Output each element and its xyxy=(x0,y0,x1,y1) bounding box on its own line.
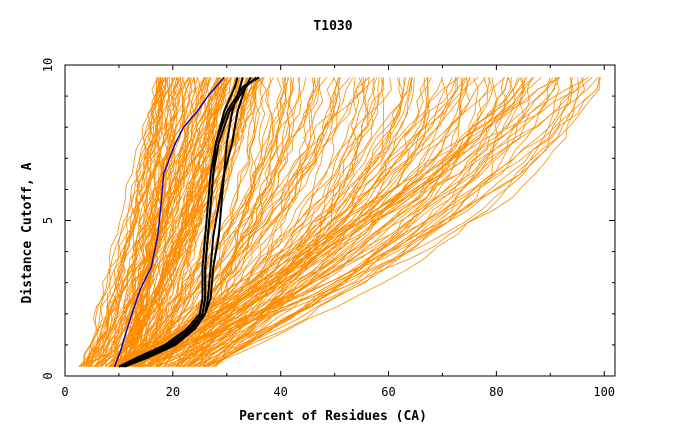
model-curve xyxy=(203,77,508,368)
model-curve xyxy=(128,77,319,367)
x-tick-label: 0 xyxy=(61,385,68,399)
model-curve xyxy=(100,77,161,367)
model-curve xyxy=(116,77,219,368)
y-tick-label: 10 xyxy=(41,58,55,72)
model-curve xyxy=(93,77,232,368)
model-curve xyxy=(87,77,225,367)
model-curves xyxy=(78,77,602,368)
model-curve xyxy=(107,77,590,368)
model-curve xyxy=(108,77,586,368)
model-curve xyxy=(176,77,295,367)
blue-curve-line xyxy=(113,76,225,367)
blue-curve xyxy=(113,76,225,367)
model-curve xyxy=(128,77,354,367)
x-tick-label: 80 xyxy=(489,385,503,399)
model-curve xyxy=(130,77,225,367)
model-curve xyxy=(83,77,164,367)
x-axis-label: Percent of Residues (CA) xyxy=(239,409,427,424)
model-curve xyxy=(117,77,282,367)
model-curve xyxy=(180,77,466,367)
model-curve xyxy=(113,77,260,367)
model-curve xyxy=(85,77,232,367)
model-curve xyxy=(166,77,556,368)
model-curve xyxy=(118,77,164,367)
model-curve xyxy=(127,77,290,368)
y-tick-label: 0 xyxy=(41,372,55,379)
model-curve xyxy=(186,77,498,368)
model-curve xyxy=(157,77,491,368)
model-curve xyxy=(120,77,528,368)
model-curve xyxy=(122,77,560,368)
x-tick-label: 40 xyxy=(273,385,287,399)
model-curve xyxy=(111,77,573,368)
model-curve xyxy=(83,77,167,367)
chart-title: T1030 xyxy=(313,19,352,34)
model-curve xyxy=(148,77,378,368)
model-curve xyxy=(85,77,237,367)
model-curve xyxy=(157,77,535,368)
model-curve xyxy=(118,77,573,368)
model-curve xyxy=(215,77,458,367)
model-curve xyxy=(135,77,487,368)
model-curve xyxy=(117,77,191,367)
model-curve xyxy=(134,77,554,368)
model-curve xyxy=(109,77,229,368)
model-curve xyxy=(147,77,367,367)
model-curve xyxy=(90,77,169,367)
model-curve xyxy=(91,77,253,368)
y-axis-ticks: 0 5 10 xyxy=(41,58,615,380)
model-curve xyxy=(144,77,470,368)
x-tick-label: 20 xyxy=(166,385,180,399)
model-curve xyxy=(158,77,307,367)
model-curve xyxy=(95,77,202,367)
model-curve xyxy=(108,77,524,368)
model-curve xyxy=(127,77,600,368)
model-curve xyxy=(183,77,412,367)
model-curve xyxy=(123,77,375,367)
y-axis-label: Distance Cutoff, A xyxy=(20,162,35,303)
highlighted-curves xyxy=(118,76,260,368)
model-curve xyxy=(120,77,561,368)
model-curve xyxy=(140,77,317,367)
model-curve xyxy=(150,77,257,367)
model-curve xyxy=(118,77,286,367)
model-curve xyxy=(129,77,169,367)
model-curve xyxy=(122,77,602,368)
highlight-curve xyxy=(123,76,252,368)
model-curve xyxy=(115,77,370,367)
model-curve xyxy=(125,77,190,367)
model-curve xyxy=(124,77,406,368)
model-curve xyxy=(159,77,264,367)
x-axis-ticks: 0 20 40 60 80 100 xyxy=(61,65,615,399)
model-curve xyxy=(186,77,542,368)
highlight-curve xyxy=(118,77,239,368)
model-curve xyxy=(104,77,190,367)
model-curve xyxy=(111,77,227,367)
model-curve xyxy=(214,77,509,368)
highlight-curve xyxy=(121,77,244,368)
model-curve xyxy=(87,77,158,367)
model-curve xyxy=(162,77,574,368)
model-curve xyxy=(125,77,180,367)
model-curve xyxy=(138,77,239,367)
model-curve xyxy=(115,77,302,368)
y-tick-label: 5 xyxy=(41,217,55,224)
model-curve xyxy=(175,77,460,367)
x-tick-label: 100 xyxy=(593,385,615,399)
model-curve xyxy=(182,77,585,368)
model-curve xyxy=(118,77,599,368)
x-tick-label: 60 xyxy=(381,385,395,399)
model-curve xyxy=(211,77,508,368)
model-curve xyxy=(93,77,178,367)
